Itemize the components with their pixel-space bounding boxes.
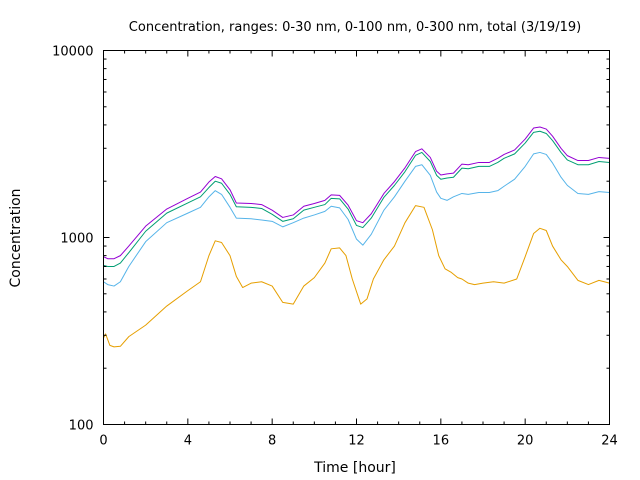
y-tick-label: 10000 — [52, 45, 93, 60]
x-tick-label: 8 — [268, 434, 276, 449]
x-tick-label: 20 — [517, 434, 534, 449]
chart-title: Concentration, ranges: 0-30 nm, 0-100 nm… — [129, 20, 581, 35]
axis-ticks: 0 4 8 12 16 20 24 100 1000 10000 — [52, 45, 618, 449]
series-line-2 — [103, 151, 610, 287]
x-tick-label: 12 — [348, 434, 365, 449]
x-tick-label: 16 — [433, 434, 450, 449]
series-line-4 — [103, 126, 610, 260]
y-axis-title: Concentration — [8, 188, 24, 287]
y-tick-label: 1000 — [60, 232, 93, 247]
plot-frame — [103, 50, 610, 425]
y-tick-label: 100 — [69, 419, 94, 434]
series-line-3 — [103, 130, 610, 267]
x-axis-title: Time [hour] — [313, 460, 396, 476]
series-layer — [103, 126, 610, 348]
x-tick-label: 24 — [601, 434, 618, 449]
x-tick-label: 4 — [184, 434, 192, 449]
x-tick-label: 0 — [99, 434, 107, 449]
series-line-1 — [103, 205, 610, 348]
